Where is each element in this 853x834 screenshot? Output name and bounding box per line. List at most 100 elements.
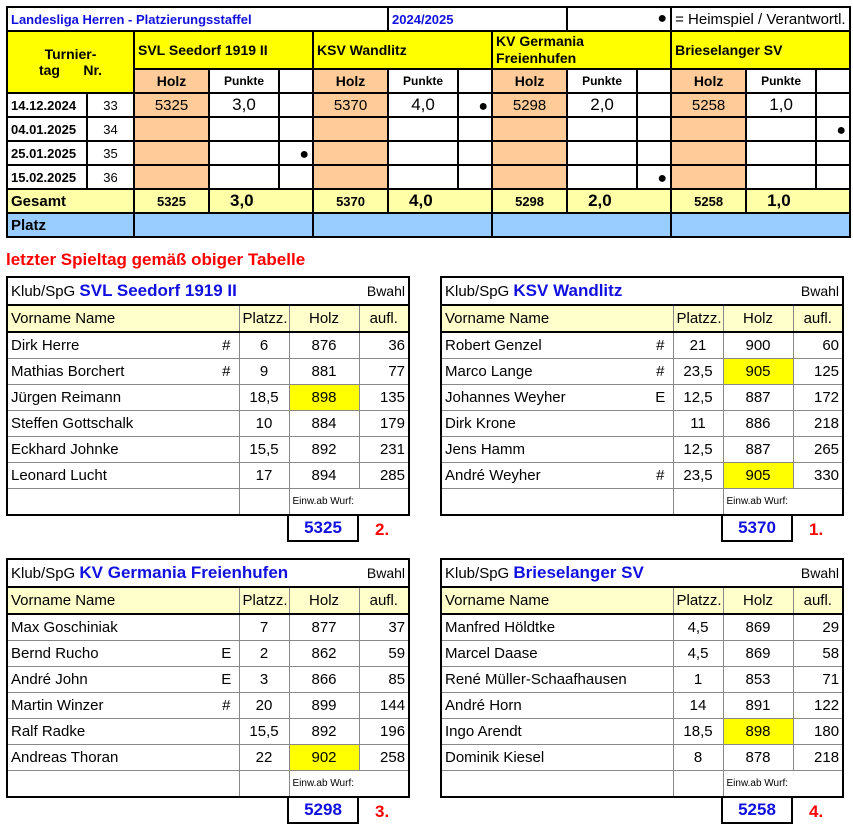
aufl: 71	[792, 666, 844, 693]
player-row: Mathias Borchert #9 881 77	[6, 358, 410, 385]
col-platzz: Platzz.	[672, 586, 724, 615]
holz-cell[interactable]: 5298	[491, 92, 569, 118]
holz: 887	[722, 436, 794, 463]
bwahl-label: Bwahl	[793, 559, 844, 588]
player-flag: #	[214, 692, 240, 719]
player-name: Bernd Rucho	[6, 640, 214, 667]
punkte-cell[interactable]	[745, 140, 817, 166]
holz-cell[interactable]	[133, 140, 210, 166]
player-name: Johannes Weyher	[440, 384, 648, 411]
round-date: 15.02.2025	[6, 164, 88, 190]
holz: 894	[288, 462, 360, 489]
col-aufl: aufl.	[358, 586, 410, 615]
holz: 881	[288, 358, 360, 385]
punkte-cell[interactable]	[208, 140, 280, 166]
holz-cell[interactable]	[670, 164, 748, 190]
holz-cell[interactable]	[670, 140, 748, 166]
marker-cell	[636, 68, 673, 94]
punkte-cell[interactable]: 4,0	[387, 92, 459, 118]
punkte-cell[interactable]	[387, 164, 459, 190]
player-row: Manfred Höldtke 4,5 869 29	[440, 613, 844, 641]
player-name: Jens Hamm	[440, 436, 648, 463]
marker-cell	[278, 68, 314, 94]
home-marker: ●	[457, 92, 494, 118]
platz-label: Platz	[6, 212, 135, 238]
bwahl-label: Bwahl	[359, 559, 410, 588]
holz-cell[interactable]: 5258	[670, 92, 748, 118]
holz-cell[interactable]	[311, 116, 390, 142]
punkte-cell[interactable]	[566, 164, 638, 190]
aufl: 231	[358, 436, 410, 463]
platzz: 17	[238, 462, 290, 489]
holz-cell[interactable]	[670, 116, 748, 142]
holz: 886	[722, 410, 794, 437]
player-name: André Horn	[440, 692, 648, 719]
aufl: 122	[792, 692, 844, 719]
punkte-cell[interactable]	[745, 164, 817, 190]
club-label: Klub/SpG	[11, 565, 76, 582]
title: Landesliga Herren - Platzierungsstaffel	[5, 6, 390, 32]
holz-cell[interactable]	[491, 140, 569, 166]
player-flag	[214, 410, 240, 437]
col-name: Vorname Name	[6, 586, 240, 615]
col-aufl: aufl.	[792, 586, 844, 615]
player-flag	[214, 718, 240, 745]
empty-cell	[440, 770, 674, 798]
team-place: 1.	[809, 520, 824, 539]
holz: 898	[722, 718, 794, 745]
total-holz: 5258	[670, 188, 748, 214]
col-name: Vorname Name	[6, 304, 240, 333]
punkte-cell[interactable]: 3,0	[208, 92, 280, 118]
player-flag	[214, 462, 240, 489]
holz: 899	[288, 692, 360, 719]
holz-cell[interactable]	[133, 164, 210, 190]
marker-cell	[815, 68, 852, 94]
col-platzz: Platzz.	[672, 304, 724, 333]
punkte-cell[interactable]	[745, 116, 817, 142]
holz-cell[interactable]	[491, 164, 569, 190]
holz-cell[interactable]: 5325	[133, 92, 210, 118]
player-row: Dirk Herre #6 876 36	[6, 331, 410, 359]
col-aufl: aufl.	[792, 304, 844, 333]
holz-cell[interactable]	[491, 116, 569, 142]
einw-label: Einw.ab Wurf:	[288, 488, 410, 516]
holz-cell[interactable]	[311, 140, 390, 166]
aufl: 285	[358, 462, 410, 489]
platz-cell	[133, 212, 314, 238]
player-row: André Horn 14 891 122	[440, 692, 844, 719]
platzz: 8	[672, 744, 724, 771]
holz-cell[interactable]	[311, 164, 390, 190]
punkte-cell[interactable]	[566, 140, 638, 166]
empty-cell	[440, 488, 674, 516]
home-marker	[278, 116, 314, 142]
punkte-cell[interactable]: 2,0	[566, 92, 638, 118]
punkte-cell[interactable]: 1,0	[745, 92, 817, 118]
aufl: 218	[792, 744, 844, 771]
player-flag	[648, 436, 674, 463]
total-punkte: 3,0	[208, 188, 314, 214]
player-row: André John E 3 866 85	[6, 666, 410, 693]
holz: 862	[288, 640, 360, 667]
holz-cell[interactable]: 5370	[311, 92, 390, 118]
total-holz: 5370	[311, 188, 390, 214]
home-marker	[636, 140, 673, 166]
punkte-cell[interactable]	[208, 116, 280, 142]
player-name: André John	[6, 666, 214, 693]
home-marker	[815, 140, 852, 166]
punkte-cell[interactable]	[387, 116, 459, 142]
player-table: Klub/SpG KV Germania Freienhufen Bwahl Vor…	[6, 558, 411, 798]
holz: 884	[288, 410, 360, 437]
punkte-cell[interactable]	[566, 116, 638, 142]
player-table: Klub/SpG KSV Wandlitz Bwahl Vorname Name Pl…	[440, 276, 845, 516]
player-row: Leonard Lucht 17 894 285	[6, 462, 410, 489]
season: 2024/2025	[387, 6, 569, 32]
platzz: 11	[672, 410, 724, 437]
holz: 891	[722, 692, 794, 719]
einw-label: Einw.ab Wurf:	[288, 770, 410, 798]
aufl: 85	[358, 666, 410, 693]
holz-cell[interactable]	[133, 116, 210, 142]
player-row: René Müller-Schaafhausen 1 853 71	[440, 666, 844, 693]
punkte-cell[interactable]	[387, 140, 459, 166]
punkte-cell[interactable]	[208, 164, 280, 190]
player-name: Martin Winzer	[6, 692, 214, 719]
